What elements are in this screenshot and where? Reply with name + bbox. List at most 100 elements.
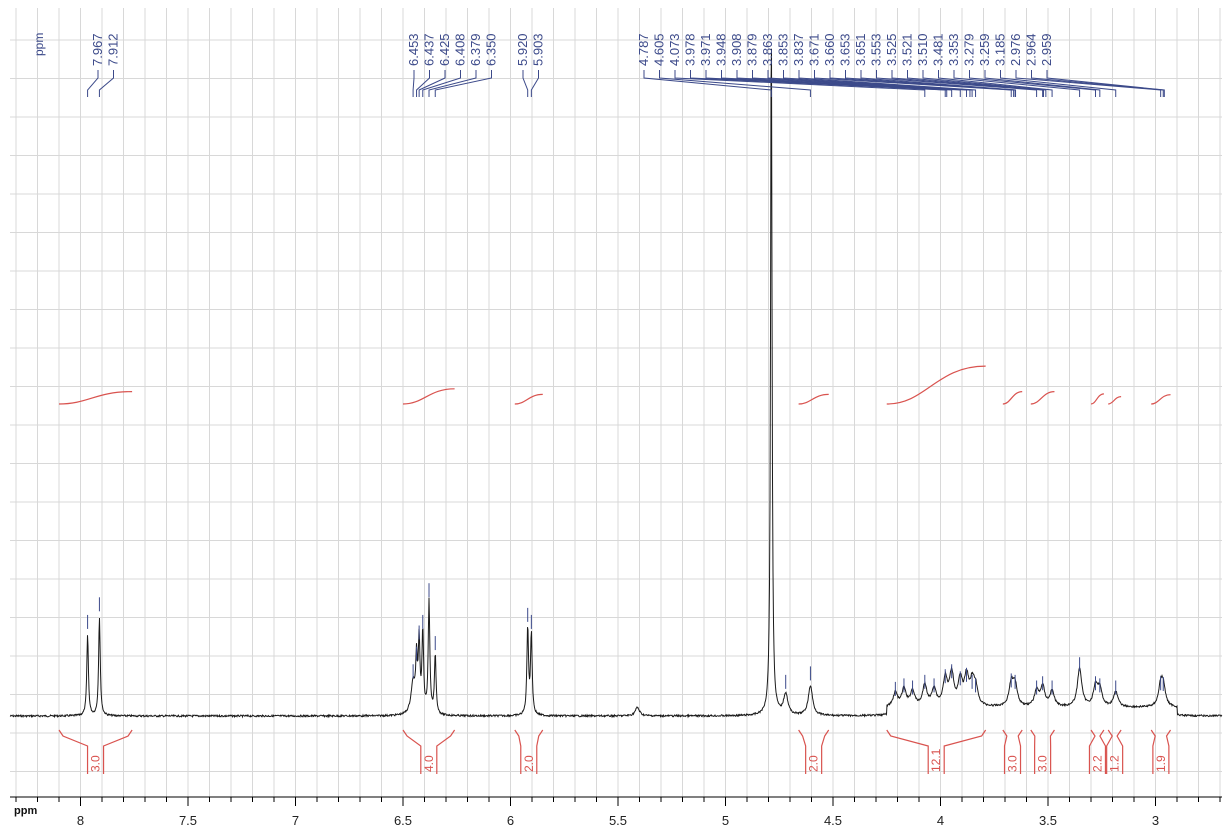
integral-value-label: 2.0 — [522, 755, 536, 772]
peak-labels: 7.967 7.912 6.453 6.437 6.425 6.408 6.379 6.350… — [87, 33, 1165, 696]
x-axis: 8 7.5 7 6.5 6 5.5 5 4.5 4 3.5 3 — [10, 796, 1222, 828]
peak-leader-line — [1031, 70, 1164, 97]
integral-curve — [1108, 396, 1122, 405]
peak-leader-line — [922, 70, 1047, 97]
integral-curve — [798, 393, 829, 405]
peak-label: 3.525 — [884, 33, 899, 66]
peak-leader-line — [87, 70, 99, 97]
x-tick-label: 5.5 — [609, 813, 627, 828]
peak-label: 3.481 — [931, 33, 946, 66]
peak-leader-line — [659, 70, 811, 97]
x-tick-label: 3.5 — [1039, 813, 1057, 828]
integral-curve — [1030, 391, 1055, 405]
integral-value-label: 2.0 — [807, 755, 821, 772]
peak-label: 3.510 — [915, 33, 930, 66]
peak-leader-line — [643, 70, 772, 97]
peak-leader-line — [907, 70, 1044, 97]
peak-label: 3.279 — [962, 33, 977, 66]
integral-brackets: 3.0 4.0 2.0 2.0 12.1 3.0 3.0 2.2 1.2 1.9 — [58, 729, 1172, 774]
peak-label: 3.863 — [760, 33, 775, 66]
integral-value-label: 3.0 — [1036, 755, 1050, 772]
integral-curve — [402, 388, 455, 405]
peak-label: 2.964 — [1024, 33, 1039, 66]
peak-leader-line — [522, 70, 529, 97]
peak-label: 7.967 — [90, 33, 105, 66]
integral-curve — [1090, 393, 1104, 405]
peak-label: 3.908 — [729, 33, 744, 66]
peak-label: 3.185 — [993, 33, 1008, 66]
integral-value-label: 3.0 — [1006, 755, 1020, 772]
peak-leader-line — [938, 70, 1053, 97]
peak-label: 4.605 — [652, 33, 667, 66]
grid — [10, 8, 1222, 797]
peak-label: 3.879 — [745, 33, 760, 66]
peak-leader-line — [814, 70, 1012, 97]
integral-curve — [886, 365, 986, 405]
integral-bracket — [1106, 729, 1124, 774]
peak-unit-label: ppm — [32, 33, 46, 56]
peak-label: 2.976 — [1008, 33, 1023, 66]
peak-leader-line — [434, 70, 492, 97]
peak-label: 6.408 — [453, 33, 468, 66]
peak-label: 3.853 — [776, 33, 791, 66]
peak-label: 3.553 — [869, 33, 884, 66]
integral-value-label: 1.9 — [1154, 755, 1168, 772]
x-axis-unit-label: ppm — [14, 805, 37, 817]
peak-label: 6.379 — [468, 33, 483, 66]
x-tick-label: 6 — [507, 813, 514, 828]
integral-curves — [58, 365, 1171, 405]
peak-leader-line — [969, 70, 1097, 97]
x-tick-label: 8 — [77, 813, 84, 828]
integral-bracket — [798, 729, 830, 774]
peak-label: 6.437 — [422, 33, 437, 66]
peak-label: 3.651 — [853, 33, 868, 66]
peak-leader-line — [752, 70, 968, 97]
peak-label: 3.948 — [714, 33, 729, 66]
peak-label: 3.971 — [698, 33, 713, 66]
integral-value-label: 4.0 — [422, 755, 436, 772]
spectrum-trace-group — [9, 48, 1223, 719]
x-tick-label: 3 — [1152, 813, 1159, 828]
x-tick-label: 5 — [722, 813, 729, 828]
peak-leader-line — [98, 70, 114, 97]
peak-label: 4.787 — [636, 33, 651, 66]
peak-label: 3.353 — [946, 33, 961, 66]
peak-label: 2.959 — [1039, 33, 1054, 66]
peak-label: 3.671 — [807, 33, 822, 66]
peak-label: 5.903 — [531, 33, 546, 66]
peak-leader-line — [984, 70, 1101, 97]
peak-leader-line — [860, 70, 1017, 97]
peak-label: 7.912 — [106, 33, 121, 66]
integral-value-label: 2.2 — [1090, 755, 1104, 772]
peak-label: 6.453 — [406, 33, 421, 66]
x-tick-label: 6.5 — [394, 813, 412, 828]
peak-label: 3.521 — [900, 33, 915, 66]
integral-bracket — [886, 729, 987, 774]
x-tick-label: 7 — [292, 813, 299, 828]
x-tick-label: 4 — [937, 813, 944, 828]
peak-leader-line — [783, 70, 973, 97]
peak-leader-line — [530, 70, 539, 97]
peak-leader-line — [1015, 70, 1162, 97]
spectrum-trace — [9, 48, 1223, 719]
integral-value-label: 1.2 — [1108, 755, 1122, 772]
peak-leader-line — [891, 70, 1044, 97]
peak-leader-line — [1000, 70, 1117, 97]
x-tick-label: 4.5 — [824, 813, 842, 828]
peak-leader-line — [953, 70, 1081, 97]
peak-leader-line — [767, 70, 971, 97]
peak-leader-line — [721, 70, 953, 97]
peak-leader-line — [416, 70, 430, 97]
peak-leader-line — [876, 70, 1038, 97]
integral-curve — [1002, 391, 1023, 405]
integral-bracket — [1088, 729, 1107, 774]
integral-bracket — [402, 729, 456, 774]
peak-label: 6.350 — [484, 33, 499, 66]
peak-leader-line — [798, 70, 977, 97]
integral-bracket — [514, 729, 544, 774]
integral-bracket — [1150, 729, 1172, 774]
peak-leader-line — [412, 70, 415, 97]
peak-label: 3.660 — [822, 33, 837, 66]
peak-leader-line — [736, 70, 961, 97]
